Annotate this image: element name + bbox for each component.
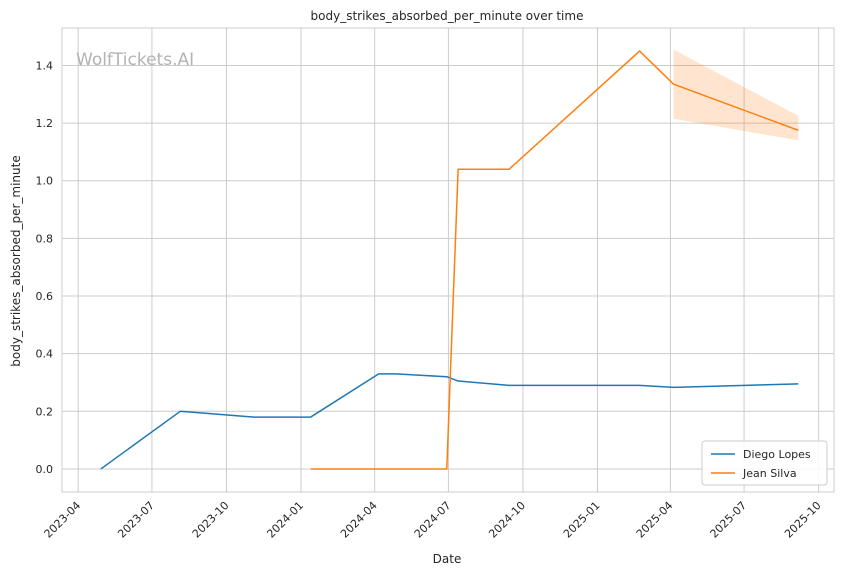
y-axis-label: body_strikes_absorbed_per_minute <box>9 155 23 366</box>
y-tick-label: 1.0 <box>36 175 54 188</box>
y-tick-labels: 0.0 0.2 0.4 0.6 0.8 1.0 1.2 1.4 <box>36 59 54 475</box>
x-axis-label: Date <box>433 552 462 566</box>
confidence-band <box>673 49 799 141</box>
series-line-0 <box>100 373 799 470</box>
confidence-bands <box>673 49 799 141</box>
y-tick-label: 0.8 <box>36 232 54 245</box>
series-line-1 <box>310 50 799 470</box>
legend-box <box>701 440 828 486</box>
grid-lines <box>62 28 834 492</box>
y-tick-label: 1.2 <box>36 117 54 130</box>
y-tick-label: 0.0 <box>36 463 54 476</box>
y-tick-label: 1.4 <box>36 59 54 72</box>
y-tick-label: 0.6 <box>36 290 54 303</box>
y-tick-label: 0.2 <box>36 405 54 418</box>
legend-label: Jean Silva <box>742 467 797 480</box>
watermark: WolfTickets.AI <box>76 50 194 70</box>
legend-label: Diego Lopes <box>743 448 811 461</box>
y-tick-label: 0.4 <box>36 348 54 361</box>
plot-frame <box>61 27 835 493</box>
series-lines <box>100 50 799 470</box>
legend: Diego Lopes Jean Silva <box>701 440 828 486</box>
chart-title: body_strikes_absorbed_per_minute over ti… <box>311 9 584 23</box>
